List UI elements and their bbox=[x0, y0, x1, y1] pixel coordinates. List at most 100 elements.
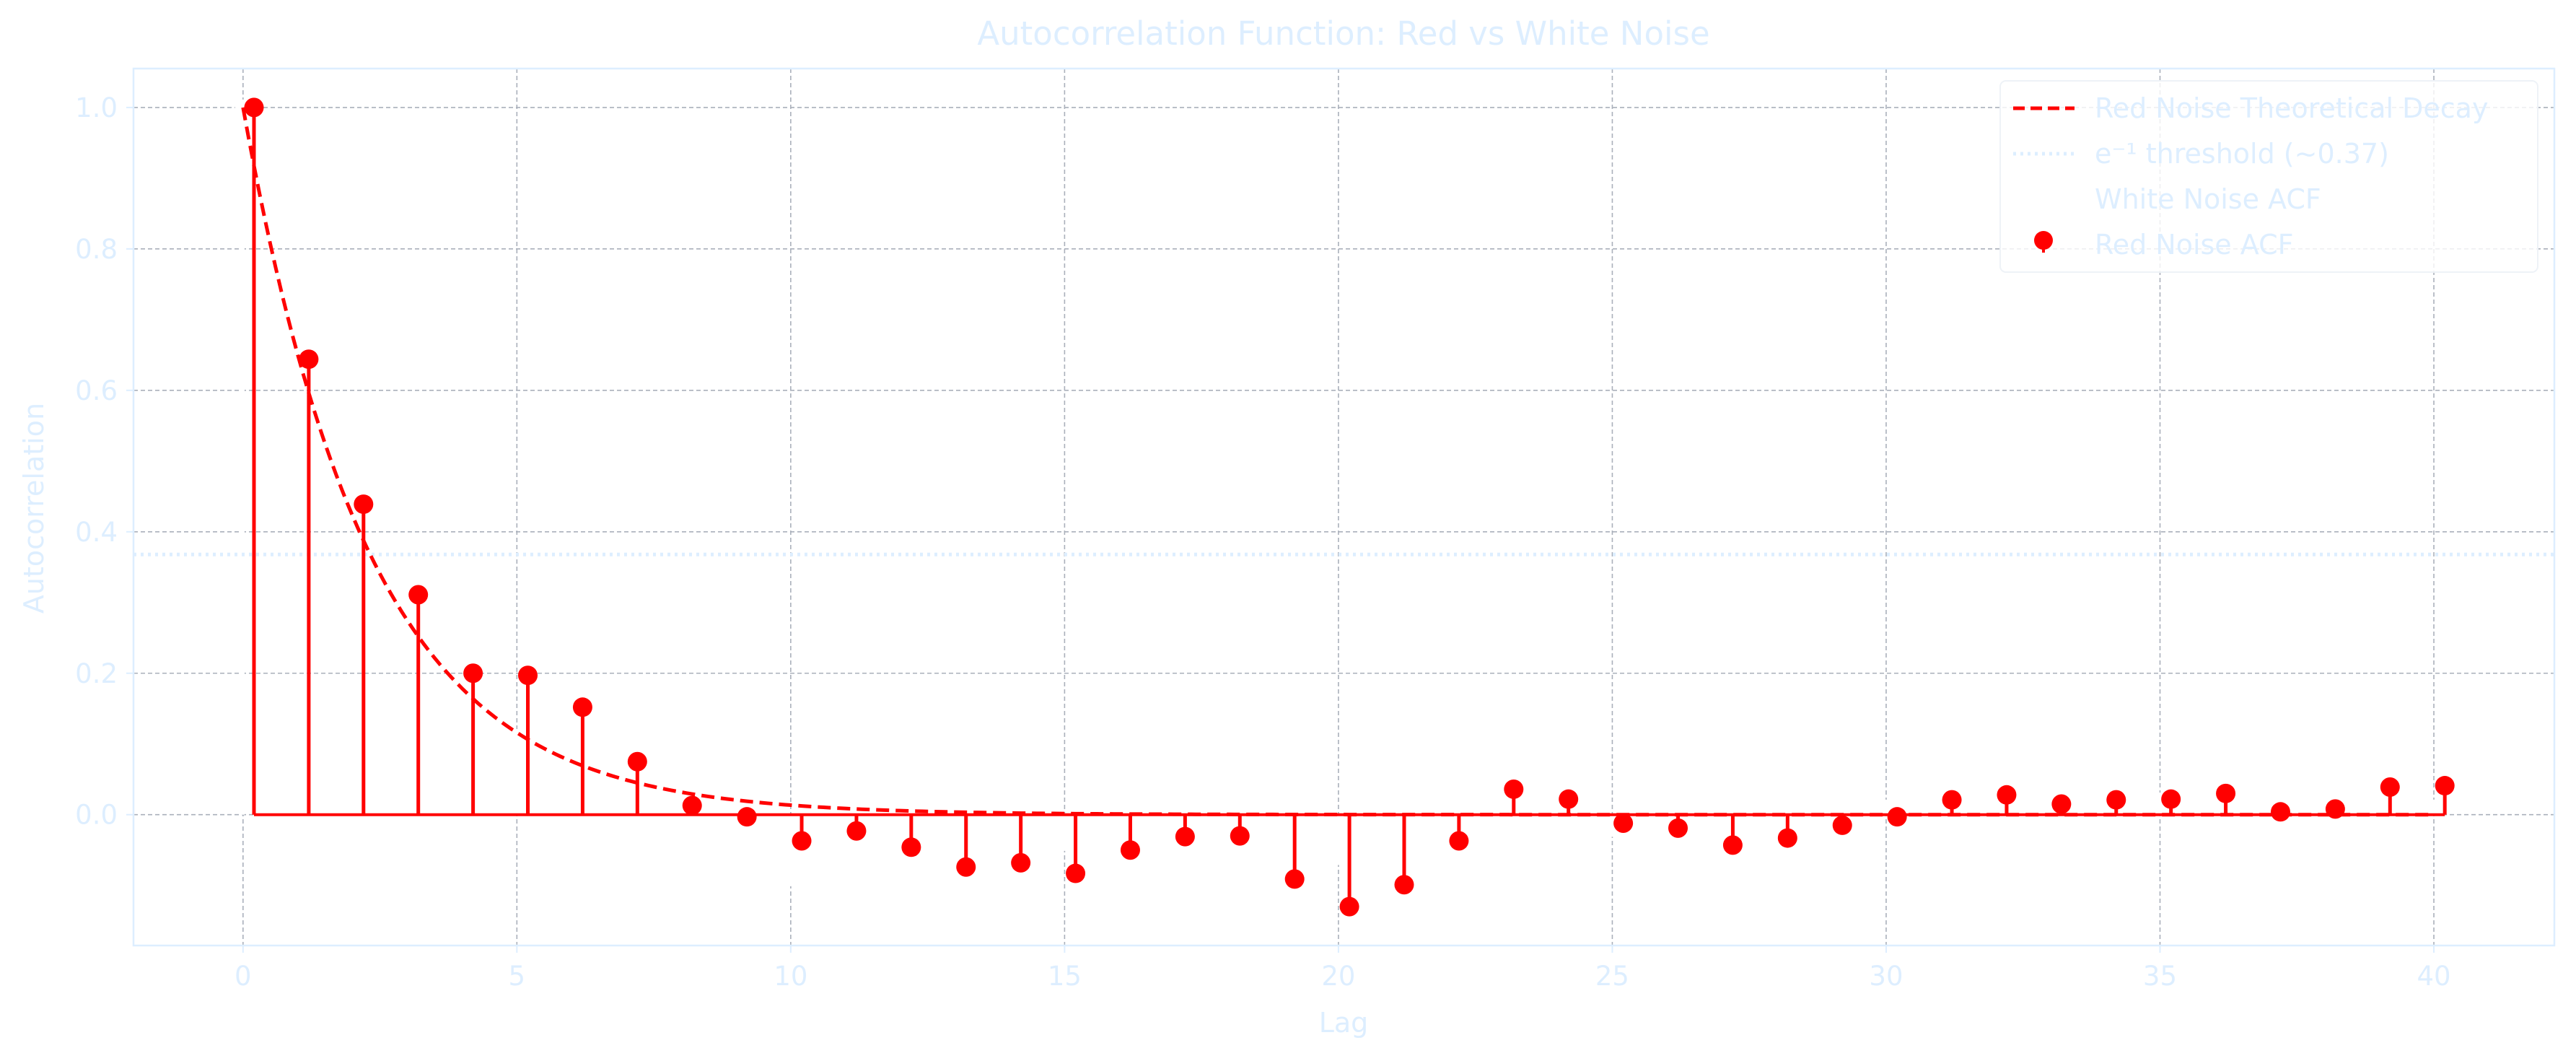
white-noise-marker bbox=[782, 870, 799, 886]
red-noise-marker bbox=[2216, 783, 2236, 803]
red-noise-marker bbox=[2051, 794, 2072, 814]
red-noise-marker bbox=[1942, 790, 1962, 810]
red-noise-marker bbox=[1722, 835, 1743, 855]
red-noise-marker bbox=[1175, 826, 1195, 847]
red-noise-marker bbox=[1394, 875, 1414, 895]
y-tick-label: 0.0 bbox=[75, 800, 118, 831]
tick-labels: 0 5 10 15 20 25 30 35 40 0.0 0.2 0.4 0.6 0.8 1.0 bbox=[75, 92, 2450, 992]
red-noise-marker bbox=[1832, 815, 1852, 835]
white-noise-marker bbox=[1111, 793, 1128, 809]
white-noise-marker bbox=[1494, 813, 1511, 830]
white-noise-marker bbox=[1276, 778, 1292, 795]
white-noise-marker bbox=[892, 785, 908, 802]
white-noise-marker bbox=[454, 813, 470, 830]
x-tick-label: 20 bbox=[1321, 961, 1355, 992]
legend-label-white: White Noise ACF bbox=[2095, 183, 2321, 215]
red-noise-marker bbox=[2161, 789, 2181, 809]
white-noise-marker bbox=[1932, 821, 1949, 837]
red-noise-marker bbox=[1066, 863, 1086, 883]
red-noise-marker bbox=[299, 349, 319, 370]
red-noise-marker bbox=[1777, 828, 1797, 848]
decay-curve-group bbox=[241, 107, 2435, 817]
y-tick-label: 0.4 bbox=[75, 517, 118, 548]
red-noise-marker bbox=[1449, 831, 1469, 851]
x-tick-label: 10 bbox=[774, 961, 807, 992]
red-noise-marker bbox=[1011, 852, 1031, 873]
red-noise-marker bbox=[463, 663, 483, 684]
red-noise-marker bbox=[956, 857, 976, 877]
red-noise-marker bbox=[2270, 802, 2290, 822]
decay-curve bbox=[241, 107, 2435, 817]
red-noise-marker bbox=[1120, 840, 1140, 860]
y-tick-label: 0.2 bbox=[75, 658, 118, 689]
legend: Red Noise Theoretical Decay e⁻¹ threshol… bbox=[1999, 80, 2538, 273]
red-noise-marker bbox=[1613, 813, 1634, 833]
red-noise-marker bbox=[1339, 896, 1359, 917]
red-noise-marker bbox=[2435, 776, 2455, 796]
red-noise-marker bbox=[2380, 777, 2400, 798]
red-noise-marker bbox=[518, 665, 538, 686]
white-noise-marker bbox=[1166, 799, 1183, 816]
white-noise-marker bbox=[399, 793, 416, 809]
legend-label-red: Red Noise ACF bbox=[2095, 229, 2293, 261]
red-noise-marker bbox=[1559, 789, 1579, 809]
y-tick-label: 0.8 bbox=[75, 234, 118, 265]
x-tick-label: 40 bbox=[2417, 961, 2450, 992]
x-tick-label: 30 bbox=[1869, 961, 1903, 992]
red-noise-marker bbox=[1284, 869, 1305, 889]
white-noise-marker bbox=[1659, 799, 1675, 816]
red-noise-marker bbox=[1887, 807, 1907, 827]
plot-frame bbox=[132, 67, 2556, 947]
white-noise-marker bbox=[618, 842, 635, 858]
white-noise-marker bbox=[1549, 771, 1566, 787]
x-tick-label: 35 bbox=[2143, 961, 2177, 992]
white-noise-marker bbox=[1440, 785, 1456, 802]
legend-swatch-red-stem bbox=[2034, 231, 2053, 253]
legend-swatch-white-stem bbox=[2035, 186, 2052, 217]
white-noise-marker bbox=[1330, 849, 1346, 865]
red-noise-marker bbox=[901, 837, 921, 857]
white-noise-marker bbox=[1002, 771, 1018, 787]
x-axis-label: Lag bbox=[1319, 1007, 1369, 1039]
white-noise-marker bbox=[1385, 793, 1401, 809]
white-noise-marker bbox=[727, 778, 744, 795]
x-tick-label: 5 bbox=[509, 961, 526, 992]
white-noise-marker bbox=[2426, 799, 2443, 816]
legend-label-threshold: e⁻¹ threshold (~0.37) bbox=[2095, 138, 2389, 170]
red-noise-marker bbox=[408, 585, 429, 605]
red-noise-marker bbox=[1668, 818, 1688, 838]
white-noise-marker bbox=[289, 799, 306, 816]
y-tick-label: 0.6 bbox=[75, 375, 118, 406]
x-tick-label: 25 bbox=[1595, 961, 1629, 992]
white-noise-marker bbox=[2097, 828, 2113, 844]
x-tick-label: 0 bbox=[235, 961, 252, 992]
x-tick-label: 15 bbox=[1048, 961, 1082, 992]
red-noise-marker bbox=[682, 795, 702, 816]
legend-box bbox=[1999, 80, 2538, 273]
red-noise-marker bbox=[792, 831, 812, 851]
chart-title: Autocorrelation Function: Red vs White N… bbox=[977, 14, 1709, 53]
white-noise-marker bbox=[2371, 828, 2388, 844]
red-noise-marker bbox=[1504, 779, 1524, 799]
white-noise-marker bbox=[1823, 793, 1840, 809]
white-noise-marker bbox=[509, 728, 525, 745]
red-noise-marker bbox=[572, 697, 592, 717]
white-noise-marker bbox=[1056, 834, 1073, 851]
red-noise-marker bbox=[1230, 826, 1250, 846]
red-noise-series bbox=[244, 97, 2455, 917]
y-axis-label: Autocorrelation bbox=[18, 403, 50, 614]
white-noise-marker bbox=[1714, 785, 1730, 802]
white-noise-marker bbox=[947, 821, 963, 837]
legend-label-decay: Red Noise Theoretical Decay bbox=[2095, 92, 2488, 124]
red-noise-marker bbox=[244, 97, 264, 118]
red-noise-marker bbox=[737, 807, 757, 827]
red-noise-marker bbox=[846, 821, 867, 841]
white-noise-marker bbox=[564, 785, 580, 802]
red-noise-marker bbox=[1997, 785, 2017, 805]
y-tick-label: 1.0 bbox=[75, 92, 118, 123]
red-noise-marker bbox=[354, 494, 374, 515]
white-noise-marker bbox=[344, 828, 361, 844]
red-noise-marker bbox=[2106, 790, 2126, 810]
red-noise-marker bbox=[627, 751, 647, 772]
